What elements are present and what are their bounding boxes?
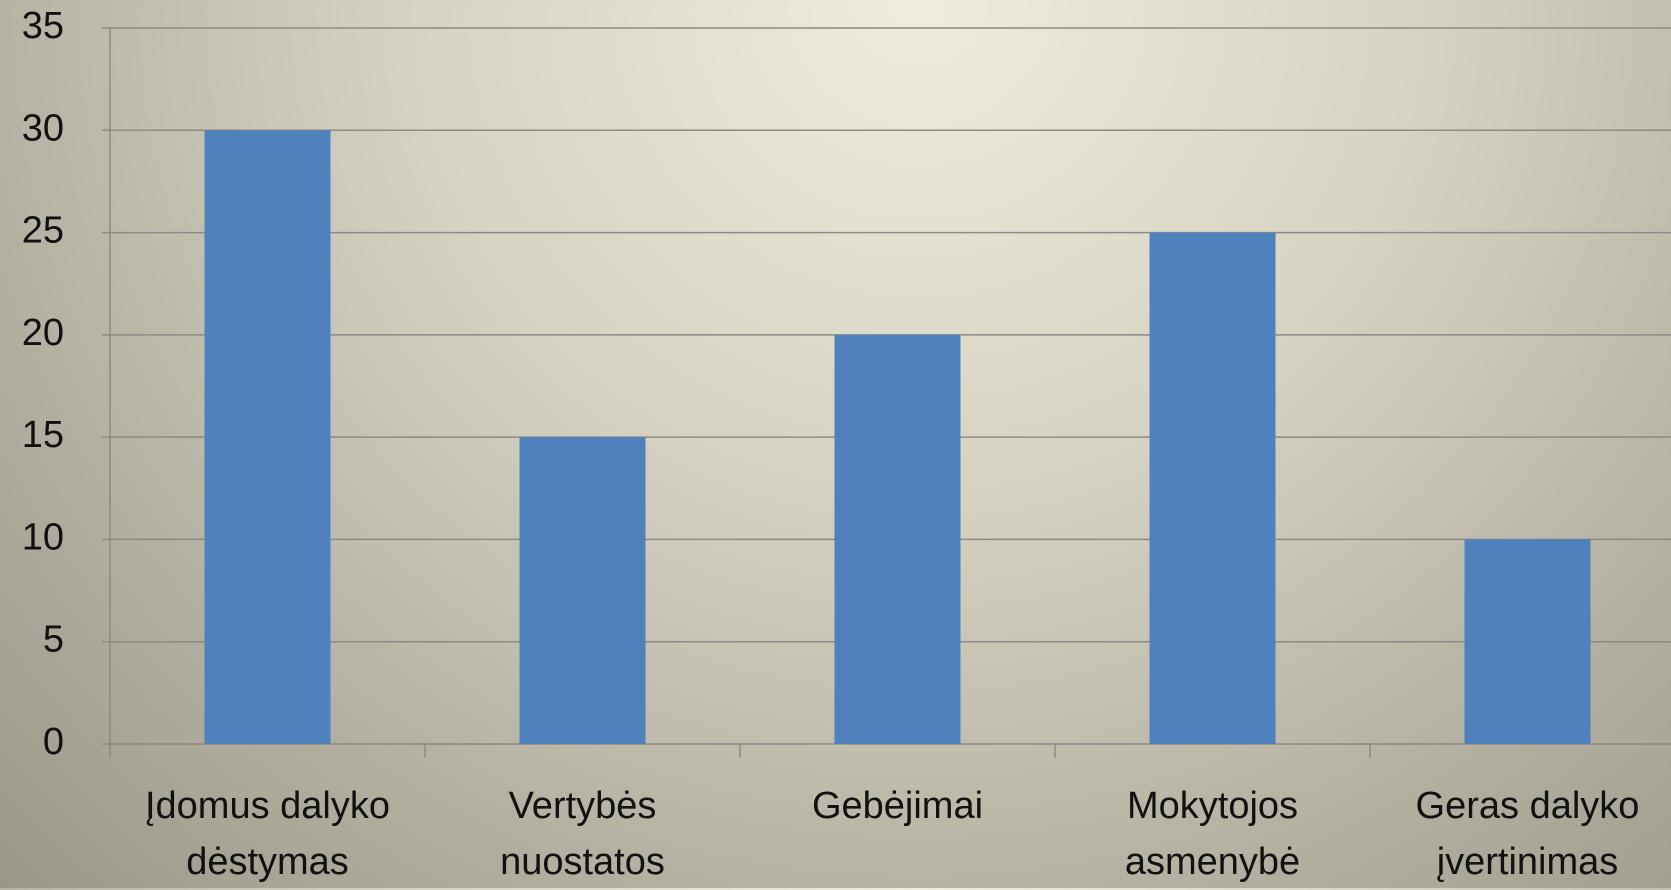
y-tick-label: 10 (22, 516, 64, 558)
x-tick-label: Mokytojos asmenybė (1124, 785, 1301, 883)
y-tick-label: 0 (43, 721, 64, 763)
y-tick-label: 5 (43, 619, 64, 661)
y-tick-label: 35 (22, 5, 64, 47)
bar (1149, 232, 1276, 745)
x-tick-label: Gebėjimai (811, 785, 984, 827)
bar (519, 437, 646, 744)
y-tick-label: 15 (22, 414, 64, 456)
x-tick-label: Įdomus dalyko dėstymas (144, 785, 390, 883)
bar (834, 334, 961, 744)
bar (1464, 539, 1591, 744)
x-tick-label: Geras dalyko įvertinimas (1415, 785, 1640, 883)
y-tick-label: 30 (22, 107, 64, 149)
bar (204, 130, 331, 745)
y-tick-label: 20 (22, 312, 64, 354)
x-tick-label: Vertybės nuostatos (500, 785, 665, 883)
y-tick-label: 25 (22, 210, 64, 252)
